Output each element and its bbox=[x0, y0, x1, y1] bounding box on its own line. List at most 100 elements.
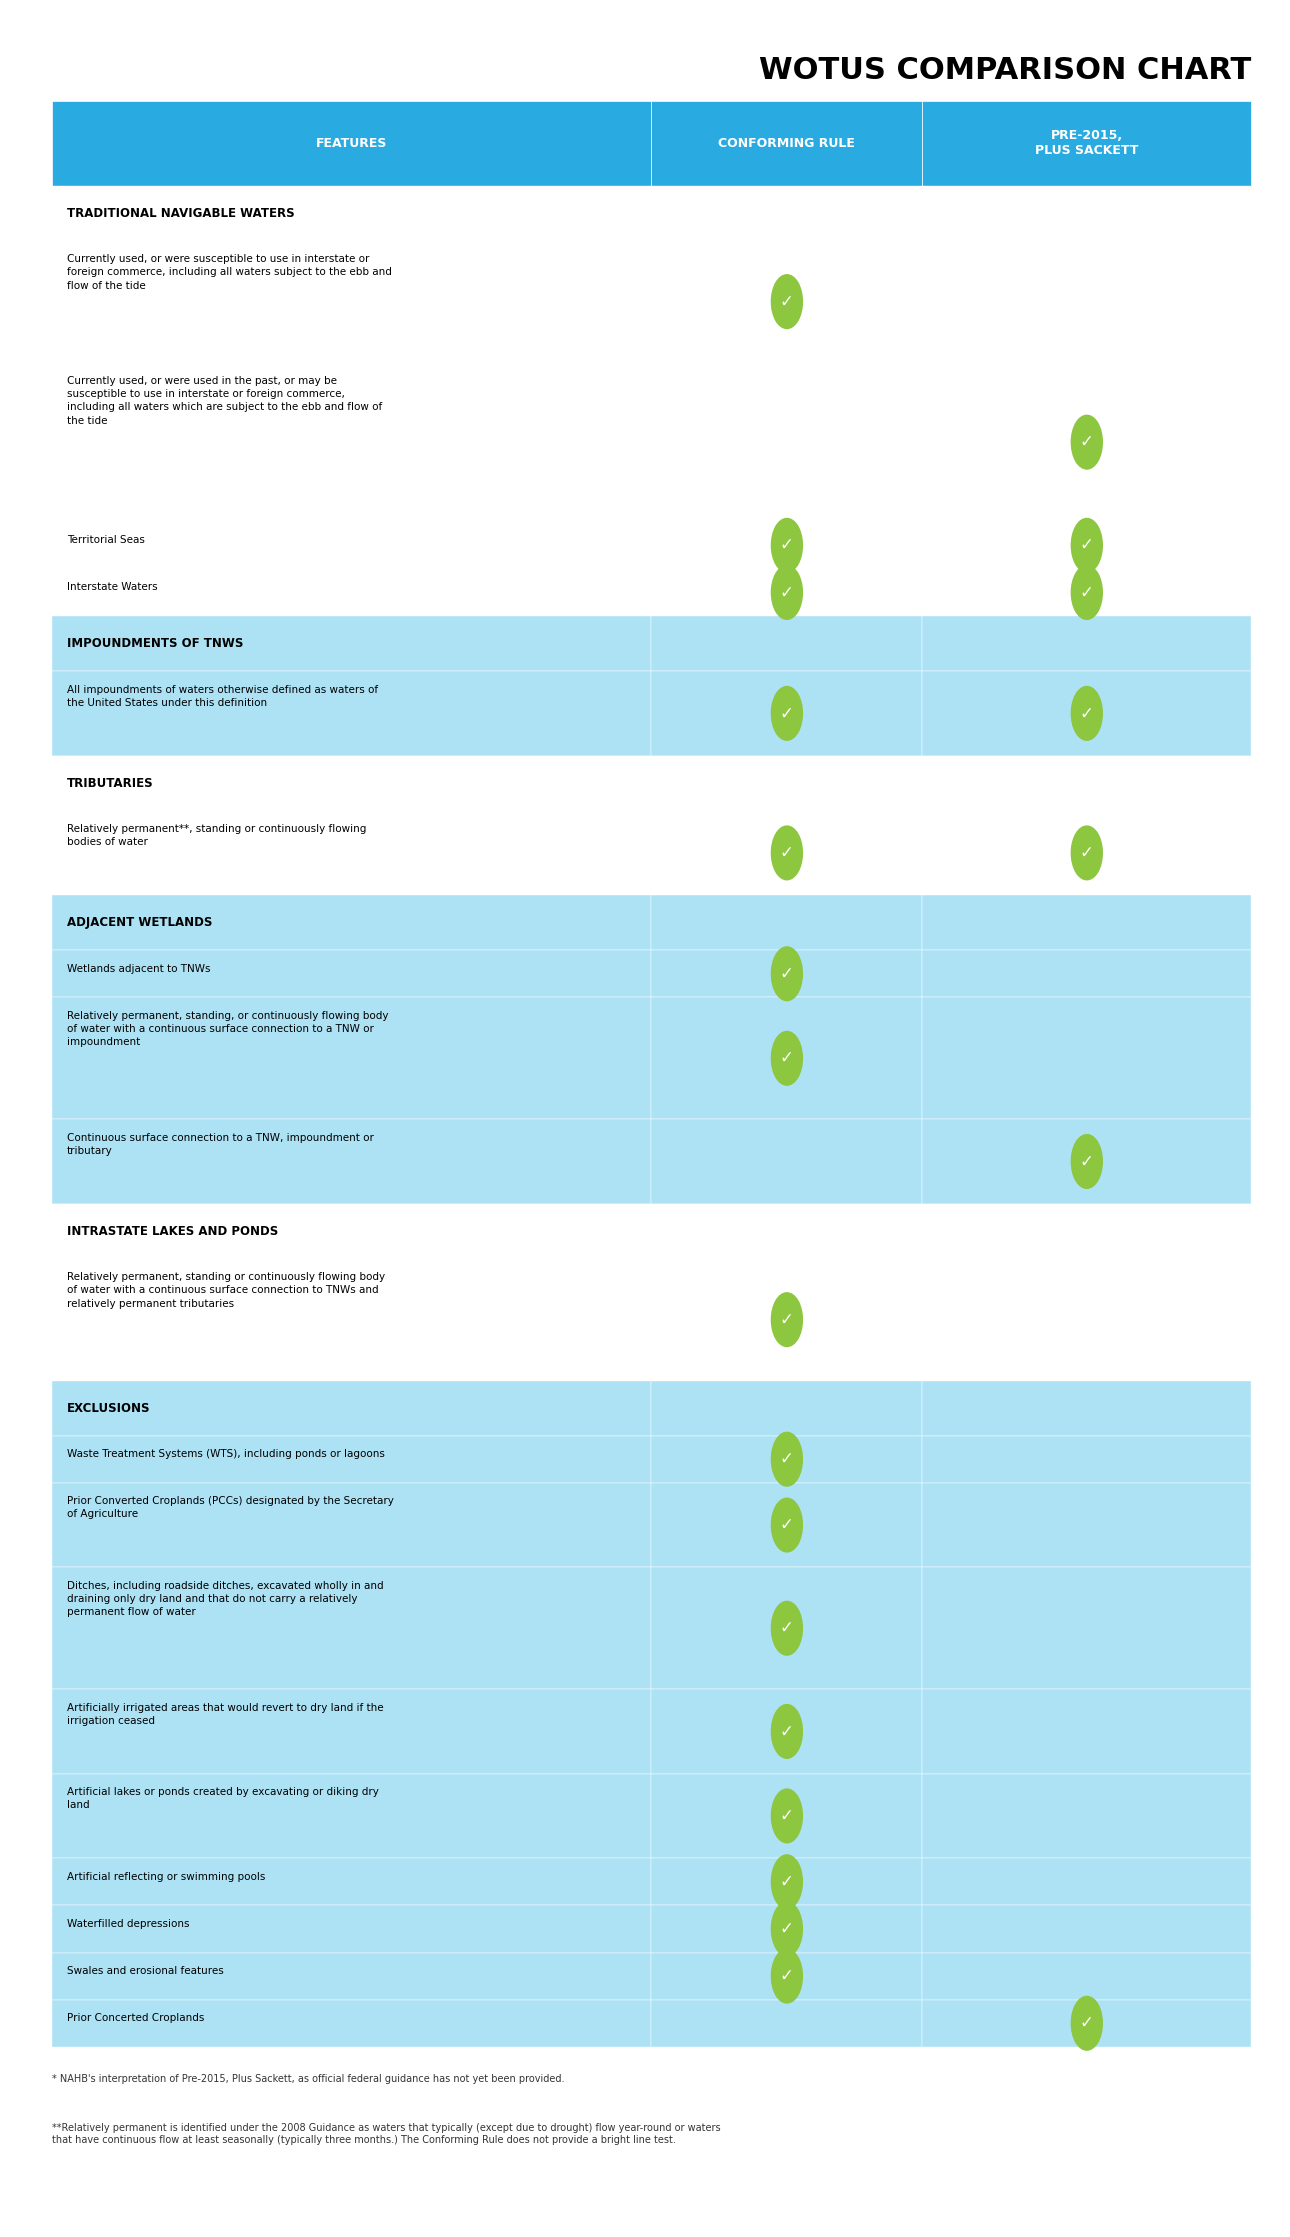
FancyBboxPatch shape bbox=[651, 1380, 922, 1436]
Text: IMPOUNDMENTS OF TNWS: IMPOUNDMENTS OF TNWS bbox=[67, 638, 244, 651]
Text: INTRASTATE LAKES AND PONDS: INTRASTATE LAKES AND PONDS bbox=[67, 1224, 279, 1237]
FancyBboxPatch shape bbox=[651, 242, 922, 362]
Text: Wetlands adjacent to TNWs: Wetlands adjacent to TNWs bbox=[67, 964, 210, 973]
FancyBboxPatch shape bbox=[651, 1774, 922, 1859]
FancyBboxPatch shape bbox=[651, 1118, 922, 1204]
Text: ✓: ✓ bbox=[780, 537, 793, 555]
Text: ✓: ✓ bbox=[1080, 537, 1094, 555]
Text: Relatively permanent**, standing or continuously flowing
bodies of water: Relatively permanent**, standing or cont… bbox=[67, 823, 366, 848]
FancyBboxPatch shape bbox=[52, 242, 651, 362]
Text: ✓: ✓ bbox=[780, 1966, 793, 1984]
Text: Waterfilled depressions: Waterfilled depressions bbox=[67, 1919, 190, 1928]
Text: EXCLUSIONS: EXCLUSIONS bbox=[67, 1403, 151, 1414]
Text: ✓: ✓ bbox=[780, 1311, 793, 1329]
Circle shape bbox=[771, 1602, 802, 1655]
Circle shape bbox=[771, 1499, 802, 1552]
FancyBboxPatch shape bbox=[651, 951, 922, 998]
FancyBboxPatch shape bbox=[52, 671, 651, 756]
FancyBboxPatch shape bbox=[922, 1568, 1251, 1689]
FancyBboxPatch shape bbox=[651, 1259, 922, 1380]
FancyBboxPatch shape bbox=[922, 615, 1251, 671]
FancyBboxPatch shape bbox=[922, 895, 1251, 951]
FancyBboxPatch shape bbox=[52, 521, 651, 568]
FancyBboxPatch shape bbox=[52, 1774, 651, 1859]
Text: Ditches, including roadside ditches, excavated wholly in and
draining only dry l: Ditches, including roadside ditches, exc… bbox=[67, 1582, 383, 1617]
Text: Currently used, or were susceptible to use in interstate or
foreign commerce, in: Currently used, or were susceptible to u… bbox=[67, 255, 392, 291]
FancyBboxPatch shape bbox=[922, 186, 1251, 242]
FancyBboxPatch shape bbox=[52, 1859, 651, 1906]
Circle shape bbox=[771, 1790, 802, 1843]
FancyBboxPatch shape bbox=[651, 521, 922, 568]
FancyBboxPatch shape bbox=[52, 951, 651, 998]
FancyBboxPatch shape bbox=[52, 1906, 651, 1953]
FancyBboxPatch shape bbox=[52, 2000, 651, 2047]
FancyBboxPatch shape bbox=[651, 1953, 922, 2000]
Text: PRE-2015,
PLUS SACKETT: PRE-2015, PLUS SACKETT bbox=[1035, 130, 1139, 157]
Text: Artificial reflecting or swimming pools: Artificial reflecting or swimming pools bbox=[67, 1872, 266, 1881]
Text: Currently used, or were used in the past, or may be
susceptible to use in inters: Currently used, or were used in the past… bbox=[67, 376, 382, 425]
Circle shape bbox=[771, 275, 802, 329]
FancyBboxPatch shape bbox=[52, 895, 651, 951]
Text: ✓: ✓ bbox=[780, 843, 793, 861]
Circle shape bbox=[771, 1948, 802, 2002]
Text: Relatively permanent, standing or continuously flowing body
of water with a cont: Relatively permanent, standing or contin… bbox=[67, 1273, 386, 1309]
Text: * NAHB's interpretation of Pre-2015, Plus Sackett, as official federal guidance : * NAHB's interpretation of Pre-2015, Plu… bbox=[52, 2074, 564, 2083]
Circle shape bbox=[771, 1901, 802, 1955]
FancyBboxPatch shape bbox=[922, 2000, 1251, 2047]
FancyBboxPatch shape bbox=[651, 186, 922, 242]
Text: ✓: ✓ bbox=[780, 964, 793, 982]
Text: Prior Converted Croplands (PCCs) designated by the Secretary
of Agriculture: Prior Converted Croplands (PCCs) designa… bbox=[67, 1497, 393, 1519]
FancyBboxPatch shape bbox=[52, 568, 651, 615]
Circle shape bbox=[771, 1031, 802, 1085]
FancyBboxPatch shape bbox=[922, 521, 1251, 568]
FancyBboxPatch shape bbox=[922, 1259, 1251, 1380]
Text: Territorial Seas: Territorial Seas bbox=[67, 535, 144, 546]
FancyBboxPatch shape bbox=[52, 1204, 651, 1259]
FancyBboxPatch shape bbox=[52, 1689, 651, 1774]
Text: ✓: ✓ bbox=[780, 1049, 793, 1067]
Text: Waste Treatment Systems (WTS), including ponds or lagoons: Waste Treatment Systems (WTS), including… bbox=[67, 1450, 384, 1459]
FancyBboxPatch shape bbox=[922, 1204, 1251, 1259]
FancyBboxPatch shape bbox=[52, 1483, 651, 1568]
Circle shape bbox=[771, 687, 802, 740]
Text: ✓: ✓ bbox=[780, 1620, 793, 1637]
FancyBboxPatch shape bbox=[52, 756, 651, 810]
Text: ADJACENT WETLANDS: ADJACENT WETLANDS bbox=[67, 917, 213, 928]
Text: Prior Concerted Croplands: Prior Concerted Croplands bbox=[67, 2013, 204, 2022]
FancyBboxPatch shape bbox=[651, 568, 922, 615]
FancyBboxPatch shape bbox=[52, 998, 651, 1118]
Circle shape bbox=[771, 1293, 802, 1347]
Circle shape bbox=[1071, 566, 1103, 620]
Text: ✓: ✓ bbox=[780, 705, 793, 723]
FancyBboxPatch shape bbox=[922, 810, 1251, 895]
Text: Artificially irrigated areas that would revert to dry land if the
irrigation cea: Artificially irrigated areas that would … bbox=[67, 1702, 383, 1725]
FancyBboxPatch shape bbox=[52, 1953, 651, 2000]
FancyBboxPatch shape bbox=[651, 362, 922, 521]
FancyBboxPatch shape bbox=[922, 1436, 1251, 1483]
FancyBboxPatch shape bbox=[922, 1906, 1251, 1953]
Text: TRADITIONAL NAVIGABLE WATERS: TRADITIONAL NAVIGABLE WATERS bbox=[67, 206, 294, 219]
FancyBboxPatch shape bbox=[52, 810, 651, 895]
FancyBboxPatch shape bbox=[52, 186, 651, 242]
Circle shape bbox=[771, 566, 802, 620]
Text: WOTUS COMPARISON CHART: WOTUS COMPARISON CHART bbox=[759, 56, 1251, 85]
FancyBboxPatch shape bbox=[922, 1689, 1251, 1774]
Text: ✓: ✓ bbox=[780, 1919, 793, 1937]
FancyBboxPatch shape bbox=[922, 1483, 1251, 1568]
FancyBboxPatch shape bbox=[922, 568, 1251, 615]
FancyBboxPatch shape bbox=[651, 101, 922, 186]
FancyBboxPatch shape bbox=[52, 1568, 651, 1689]
FancyBboxPatch shape bbox=[922, 1859, 1251, 1906]
FancyBboxPatch shape bbox=[922, 1380, 1251, 1436]
Text: ✓: ✓ bbox=[780, 1722, 793, 1740]
FancyBboxPatch shape bbox=[651, 1204, 922, 1259]
Text: FEATURES: FEATURES bbox=[316, 136, 387, 150]
FancyBboxPatch shape bbox=[922, 1118, 1251, 1204]
FancyBboxPatch shape bbox=[651, 810, 922, 895]
Text: ✓: ✓ bbox=[780, 1872, 793, 1890]
FancyBboxPatch shape bbox=[52, 1118, 651, 1204]
Text: ✓: ✓ bbox=[1080, 2013, 1094, 2031]
Circle shape bbox=[1071, 416, 1103, 470]
FancyBboxPatch shape bbox=[52, 1436, 651, 1483]
Text: Interstate Waters: Interstate Waters bbox=[67, 582, 157, 593]
